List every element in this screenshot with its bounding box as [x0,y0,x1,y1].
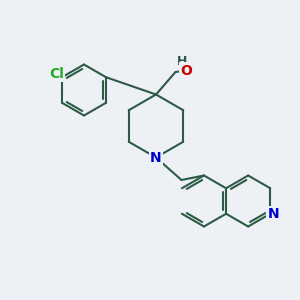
Text: N: N [150,151,162,164]
Text: N: N [267,207,279,221]
Text: Cl: Cl [49,67,64,81]
Text: H: H [177,55,188,68]
Text: O: O [180,64,192,77]
